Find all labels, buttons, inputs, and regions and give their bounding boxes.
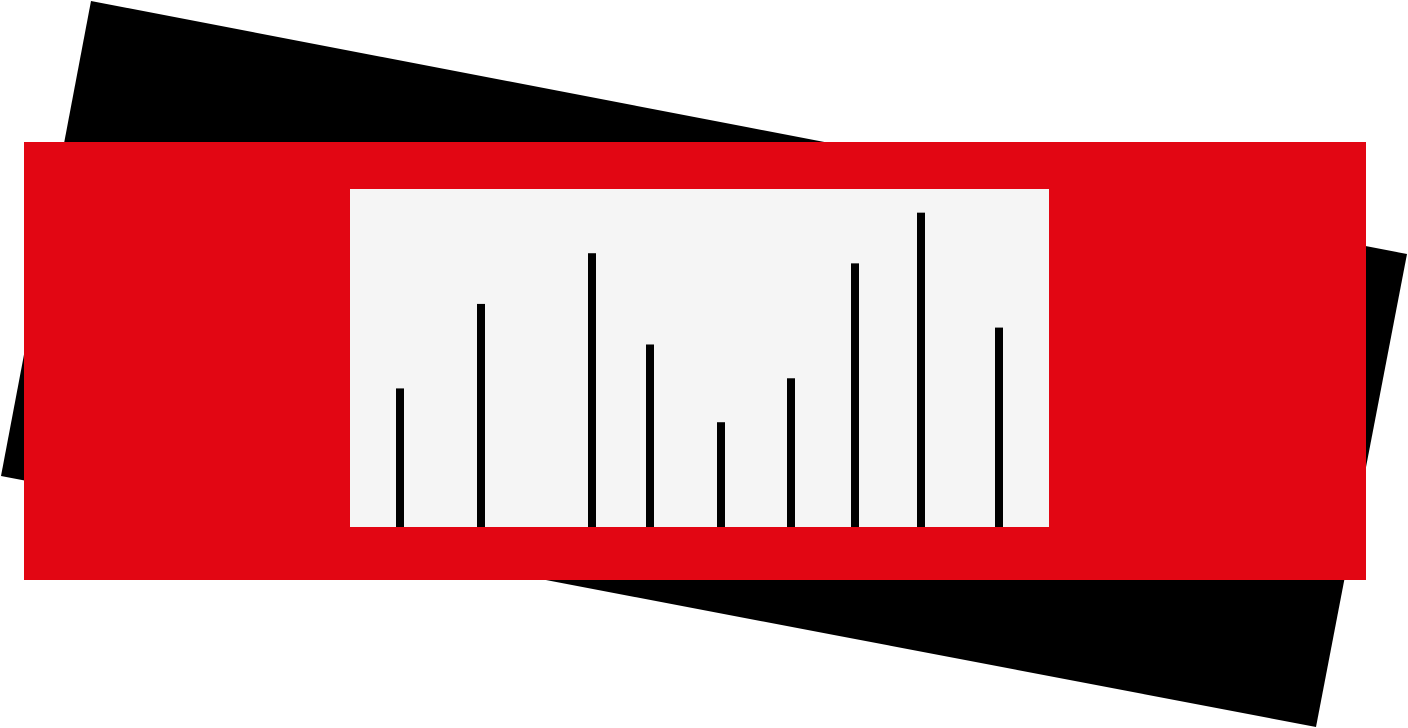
bar-9 — [995, 328, 1003, 527]
bar-3 — [588, 253, 596, 527]
bar-8 — [917, 213, 925, 527]
chart-panel — [350, 189, 1049, 527]
bar-2 — [477, 304, 485, 527]
bar-4 — [646, 344, 654, 527]
bar-6 — [787, 378, 795, 527]
bar-1 — [396, 388, 404, 527]
bar-7 — [851, 263, 859, 527]
bar-5 — [717, 422, 725, 527]
